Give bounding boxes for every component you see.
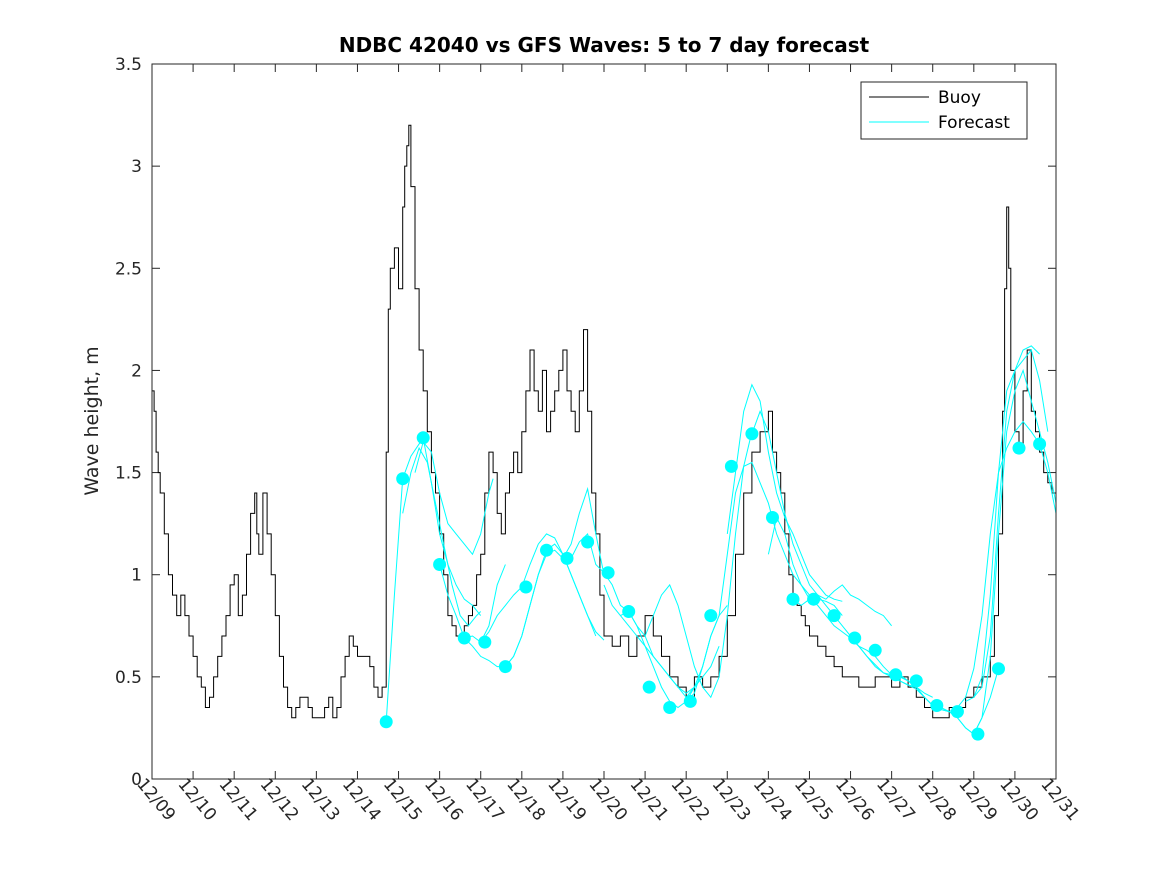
forecast-marker <box>704 609 718 623</box>
forecast-marker <box>766 511 779 524</box>
y-tick-label: 1.5 <box>115 464 142 484</box>
forecast-run-line <box>965 345 1040 702</box>
forecast-marker <box>930 699 944 712</box>
y-tick-label: 0.5 <box>115 668 142 688</box>
forecast-run-line <box>948 368 1057 735</box>
forecast-marker <box>724 459 738 473</box>
forecast-marker <box>379 715 393 729</box>
forecast-marker <box>457 631 471 645</box>
forecast-marker <box>1033 437 1047 451</box>
forecast-run-line <box>505 486 605 667</box>
forecast-marker <box>396 472 410 486</box>
forecast-markers <box>379 427 1047 741</box>
forecast-marker <box>560 551 574 565</box>
series-layer <box>152 124 1057 741</box>
forecast-run-line <box>726 383 843 602</box>
forecast-run-line <box>973 348 1049 698</box>
forecast-run-line <box>751 409 892 627</box>
forecast-marker <box>909 674 923 688</box>
plot-area <box>152 64 1056 779</box>
y-tick-label: 0 <box>131 770 142 790</box>
forecast-marker <box>601 566 615 580</box>
forecast-marker <box>663 701 677 714</box>
legend: Buoy Forecast <box>860 81 1028 140</box>
forecast-run-line <box>439 564 506 643</box>
forecast-marker <box>416 431 430 445</box>
y-tick-label: 1 <box>131 566 142 586</box>
forecast-marker <box>683 694 697 708</box>
forecast-marker <box>745 427 759 441</box>
legend-box <box>860 81 1028 140</box>
forecast-marker <box>540 543 553 557</box>
forecast-marker <box>786 592 800 606</box>
forecast-marker <box>581 535 595 549</box>
buoy-series <box>152 124 1057 719</box>
y-tick-label: 2.5 <box>115 259 142 279</box>
forecast-marker <box>950 705 964 719</box>
forecast-run-line <box>402 446 482 627</box>
forecast-marker <box>971 727 985 741</box>
y-axis-label: Wave height, m <box>81 346 103 495</box>
forecast-marker <box>1012 441 1026 455</box>
forecast-marker <box>622 605 636 618</box>
forecast-marker <box>642 680 656 694</box>
forecast-marker <box>889 668 903 682</box>
forecast-marker <box>478 635 492 649</box>
forecast-series <box>385 345 1057 735</box>
forecast-marker <box>848 631 862 645</box>
forecast-marker <box>519 580 533 594</box>
forecast-marker <box>498 660 512 674</box>
forecast-run-line <box>644 431 753 699</box>
legend-forecast-label: Forecast <box>938 113 1010 133</box>
forecast-marker <box>868 643 882 657</box>
y-axis-ticks: 0 0.5 1 1.5 2 2.5 3 3.5 <box>115 55 1056 790</box>
chart-title: NDBC 42040 vs GFS Waves: 5 to 7 day fore… <box>339 33 870 57</box>
forecast-marker <box>807 592 821 606</box>
forecast-run-line <box>899 420 1057 713</box>
forecast-run-line <box>414 440 494 556</box>
y-tick-label: 3 <box>131 157 142 177</box>
y-tick-label: 3.5 <box>115 55 142 75</box>
forecast-run-line <box>385 436 482 722</box>
legend-buoy-label: Buoy <box>938 88 981 108</box>
forecast-marker <box>433 558 447 571</box>
y-tick-label: 2 <box>131 361 142 381</box>
forecast-marker <box>827 609 841 623</box>
forecast-marker <box>992 662 1005 676</box>
forecast-run-line <box>480 533 597 643</box>
plot-frame <box>151 63 1057 780</box>
buoy-line <box>152 124 1057 719</box>
